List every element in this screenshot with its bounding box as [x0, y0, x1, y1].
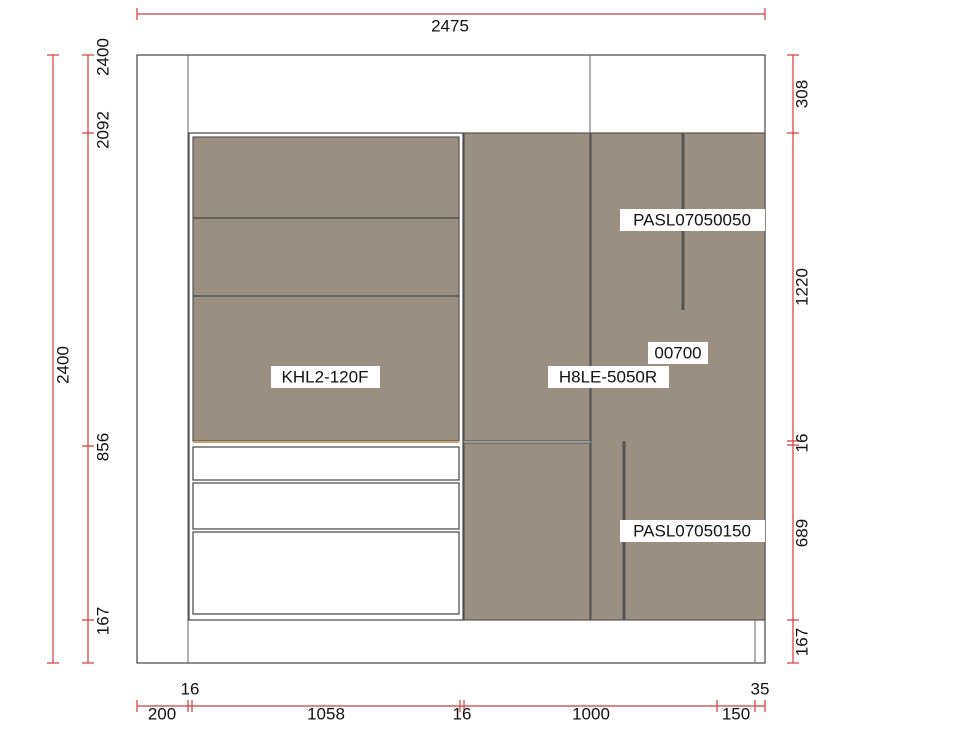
dimension-label: 16 [792, 434, 811, 453]
dimension-label: 1058 [307, 704, 345, 723]
dimension-label: 2400 [93, 38, 112, 76]
dimension-label: 2400 [53, 346, 72, 384]
door [463, 132, 591, 442]
label-box [648, 342, 708, 364]
part-label: H8LE-5050R [559, 367, 657, 386]
dimension-label: 167 [792, 628, 811, 656]
dimension-label: 16 [453, 704, 472, 723]
label-box [271, 366, 380, 388]
drawer [192, 446, 460, 481]
left-cabinet [188, 132, 464, 621]
dimension-label: 1000 [572, 704, 610, 723]
part-label: 00700 [654, 343, 701, 362]
label-box [620, 209, 765, 231]
dimension-label: 2475 [431, 16, 469, 35]
dimension-label: 308 [792, 80, 811, 108]
dimension-label: 2092 [93, 111, 112, 149]
dimension-label: 1220 [792, 268, 811, 306]
dimension-label: 35 [751, 679, 770, 698]
dimension-label: 150 [722, 704, 750, 723]
dimension-label: 167 [93, 607, 112, 635]
door [463, 442, 591, 621]
drawer [192, 531, 460, 615]
dimension-label: 856 [93, 433, 112, 461]
dimension-label: 689 [792, 519, 811, 547]
part-label: KHL2-120F [282, 367, 369, 386]
left-cabinet-interior [192, 136, 460, 442]
dimension-label: 16 [181, 679, 200, 698]
dimension-label: 200 [148, 704, 176, 723]
drawer [192, 482, 460, 530]
label-box [620, 520, 765, 542]
label-box [548, 366, 669, 388]
part-label: PASL07050150 [633, 521, 751, 540]
part-label: PASL07050050 [633, 210, 751, 229]
